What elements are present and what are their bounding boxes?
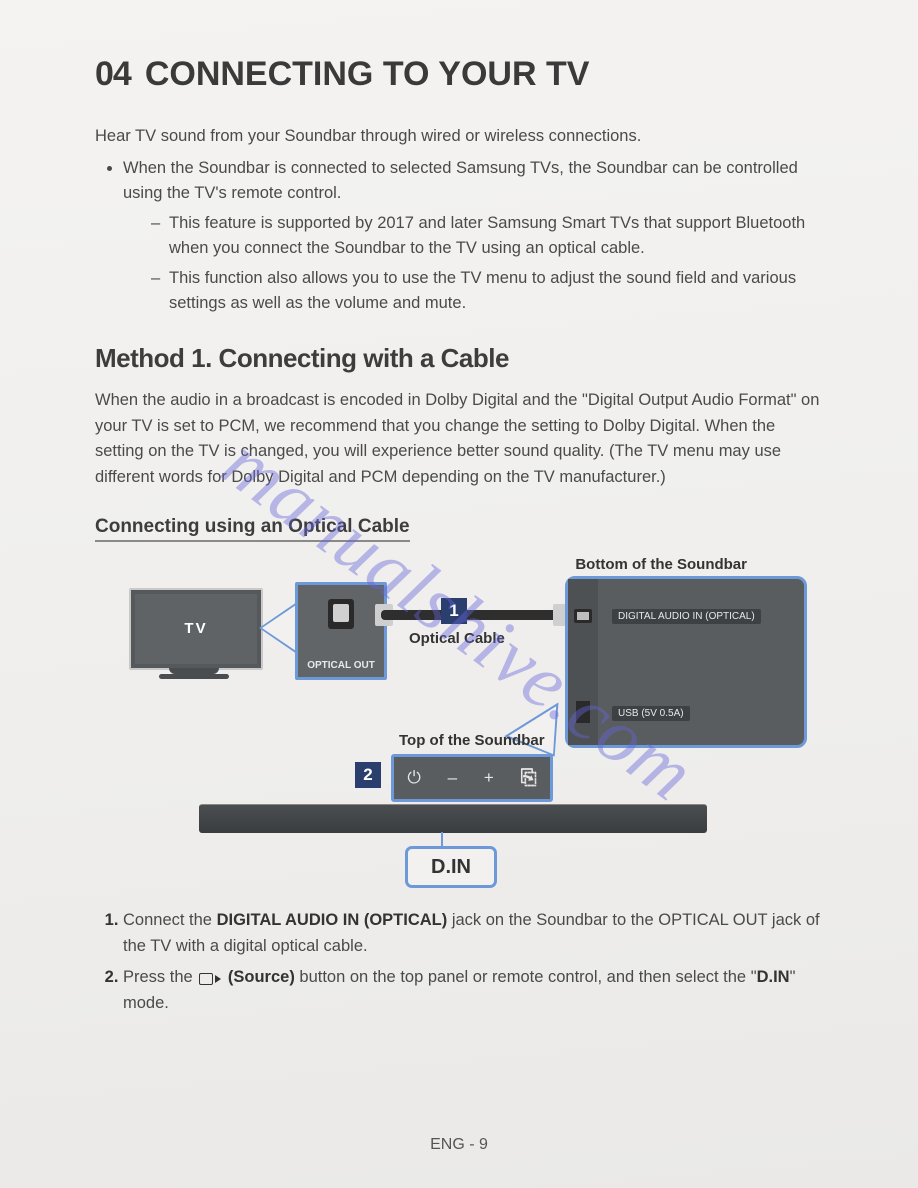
bullet-sub-2: This function also allows you to use the… xyxy=(151,266,823,317)
label-top-soundbar: Top of the Soundbar xyxy=(399,732,545,749)
bullet-main-text: When the Soundbar is connected to select… xyxy=(123,159,798,203)
step2-pre: Press the xyxy=(123,968,197,986)
tv-graphic: TV xyxy=(129,588,263,670)
din-connector-line xyxy=(441,832,443,846)
step2-bold2: D.IN xyxy=(757,968,790,986)
step1-bold: DIGITAL AUDIO IN (OPTICAL) xyxy=(217,911,448,929)
label-bottom-soundbar: Bottom of the Soundbar xyxy=(575,556,747,573)
instruction-step-2: Press the (Source) button on the top pan… xyxy=(123,965,823,1016)
din-label-box: D.IN xyxy=(405,846,497,888)
method-1-heading: Method 1. Connecting with a Cable xyxy=(95,343,823,374)
optical-port-icon xyxy=(328,599,354,629)
source-button-icon xyxy=(199,971,221,985)
step2-bold: (Source) xyxy=(223,968,295,986)
section-number: 04 xyxy=(95,55,131,94)
connection-diagram: Bottom of the Soundbar TV OPTICAL OUT 1 … xyxy=(99,560,819,890)
section-title: CONNECTING TO YOUR TV xyxy=(145,55,590,93)
source-icon: ⎘ xyxy=(521,767,537,790)
plus-icon: + xyxy=(484,768,494,788)
digital-audio-in-port-icon xyxy=(574,609,592,623)
section-heading: 04 CONNECTING TO YOUR TV xyxy=(95,55,823,94)
soundbar-graphic xyxy=(199,804,707,833)
optical-out-label: OPTICAL OUT xyxy=(298,660,384,671)
tv-optical-out-port: OPTICAL OUT xyxy=(295,582,387,680)
method-1-paragraph: When the audio in a broadcast is encoded… xyxy=(95,388,823,490)
digital-audio-in-label: DIGITAL AUDIO IN (OPTICAL) xyxy=(612,609,761,624)
page-footer: ENG - 9 xyxy=(0,1136,918,1154)
power-icon: ⏻ xyxy=(407,768,420,788)
manual-page: 04 CONNECTING TO YOUR TV Hear TV sound fr… xyxy=(0,0,918,1188)
minus-icon: – xyxy=(448,768,457,788)
soundbar-bottom-enclosure: DIGITAL AUDIO IN (OPTICAL) USB (5V 0.5A) xyxy=(565,576,807,748)
cable-label: Optical Cable xyxy=(409,630,505,647)
bullet-main: When the Soundbar is connected to select… xyxy=(123,156,823,317)
step-1-badge: 1 xyxy=(441,598,467,624)
tv-foot xyxy=(159,674,229,679)
intro-text: Hear TV sound from your Soundbar through… xyxy=(95,124,823,150)
instruction-steps: Connect the DIGITAL AUDIO IN (OPTICAL) j… xyxy=(101,908,823,1016)
instruction-step-1: Connect the DIGITAL AUDIO IN (OPTICAL) j… xyxy=(123,908,823,959)
bullet-sub-1: This feature is supported by 2017 and la… xyxy=(151,211,823,262)
optical-subheading: Connecting using an Optical Cable xyxy=(95,516,410,542)
tv-label: TV xyxy=(131,620,261,637)
usb-label: USB (5V 0.5A) xyxy=(612,706,690,721)
callout-pointer-tv xyxy=(259,602,297,654)
step2-mid: button on the top panel or remote contro… xyxy=(295,968,757,986)
optical-cable xyxy=(381,610,561,620)
step1-pre: Connect the xyxy=(123,911,217,929)
usb-port-icon xyxy=(576,701,590,723)
step-2-badge: 2 xyxy=(355,762,381,788)
soundbar-top-panel: ⏻ – + ⎘ xyxy=(391,754,553,802)
